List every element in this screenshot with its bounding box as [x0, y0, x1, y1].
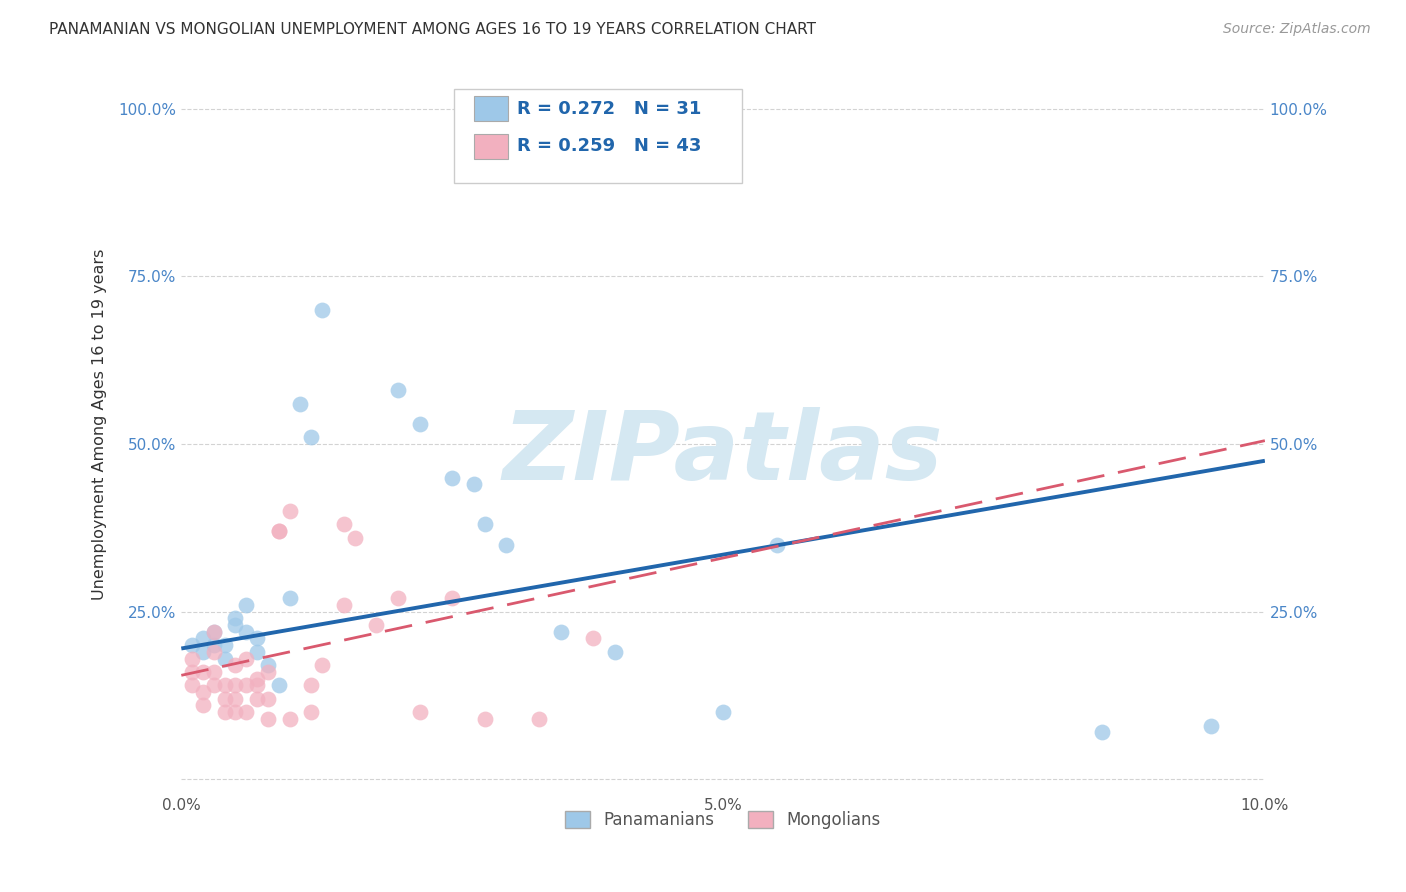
- Point: [181, 638, 204, 652]
- Point: [202, 665, 225, 679]
- Point: [224, 678, 246, 692]
- Point: [311, 302, 333, 317]
- Point: [214, 651, 236, 665]
- Point: [191, 665, 214, 679]
- Point: [387, 591, 409, 606]
- Text: PANAMANIAN VS MONGOLIAN UNEMPLOYMENT AMONG AGES 16 TO 19 YEARS CORRELATION CHART: PANAMANIAN VS MONGOLIAN UNEMPLOYMENT AMO…: [49, 22, 817, 37]
- Point: [299, 678, 322, 692]
- Point: [191, 632, 214, 646]
- Point: [224, 691, 246, 706]
- Point: [343, 531, 366, 545]
- Point: [333, 598, 356, 612]
- Point: [550, 624, 572, 639]
- Point: [214, 638, 236, 652]
- Point: [246, 672, 269, 686]
- Point: [246, 632, 269, 646]
- Point: [311, 658, 333, 673]
- Point: [202, 645, 225, 659]
- Point: [202, 624, 225, 639]
- Point: [1199, 718, 1222, 732]
- Point: [235, 678, 257, 692]
- Point: [191, 685, 214, 699]
- Point: [278, 504, 301, 518]
- Point: [474, 517, 496, 532]
- Point: [408, 705, 430, 719]
- Point: [278, 712, 301, 726]
- Point: [214, 691, 236, 706]
- Point: [527, 712, 550, 726]
- Point: [474, 712, 496, 726]
- Point: [202, 678, 225, 692]
- Point: [224, 658, 246, 673]
- Point: [441, 470, 464, 484]
- Y-axis label: Unemployment Among Ages 16 to 19 years: Unemployment Among Ages 16 to 19 years: [93, 248, 107, 599]
- Point: [257, 712, 280, 726]
- Point: [1091, 725, 1114, 739]
- Point: [224, 618, 246, 632]
- Point: [278, 591, 301, 606]
- Point: [267, 524, 290, 538]
- Point: [181, 678, 204, 692]
- Text: Source: ZipAtlas.com: Source: ZipAtlas.com: [1223, 22, 1371, 37]
- Text: ZIPatlas: ZIPatlas: [503, 407, 943, 500]
- Point: [257, 665, 280, 679]
- Point: [582, 632, 605, 646]
- Point: [181, 651, 204, 665]
- Point: [224, 611, 246, 625]
- Point: [299, 705, 322, 719]
- Point: [246, 645, 269, 659]
- Point: [603, 645, 626, 659]
- Point: [181, 665, 204, 679]
- Legend: Panamanians, Mongolians: Panamanians, Mongolians: [558, 805, 887, 836]
- Point: [235, 598, 257, 612]
- Text: R = 0.259   N = 43: R = 0.259 N = 43: [517, 137, 702, 155]
- Point: [202, 624, 225, 639]
- Point: [766, 538, 789, 552]
- Point: [235, 624, 257, 639]
- Point: [267, 524, 290, 538]
- Point: [257, 658, 280, 673]
- Point: [408, 417, 430, 431]
- Point: [246, 678, 269, 692]
- Point: [224, 705, 246, 719]
- Point: [333, 517, 356, 532]
- Point: [235, 651, 257, 665]
- Point: [202, 638, 225, 652]
- Point: [441, 591, 464, 606]
- Point: [191, 698, 214, 713]
- Text: R = 0.272   N = 31: R = 0.272 N = 31: [517, 100, 702, 118]
- Point: [267, 678, 290, 692]
- Point: [235, 705, 257, 719]
- Point: [366, 618, 388, 632]
- Point: [387, 384, 409, 398]
- Point: [214, 705, 236, 719]
- Point: [299, 430, 322, 444]
- Point: [246, 691, 269, 706]
- Point: [463, 477, 485, 491]
- Point: [214, 678, 236, 692]
- Point: [257, 691, 280, 706]
- Point: [495, 538, 517, 552]
- Point: [711, 705, 734, 719]
- Point: [290, 397, 312, 411]
- Point: [191, 645, 214, 659]
